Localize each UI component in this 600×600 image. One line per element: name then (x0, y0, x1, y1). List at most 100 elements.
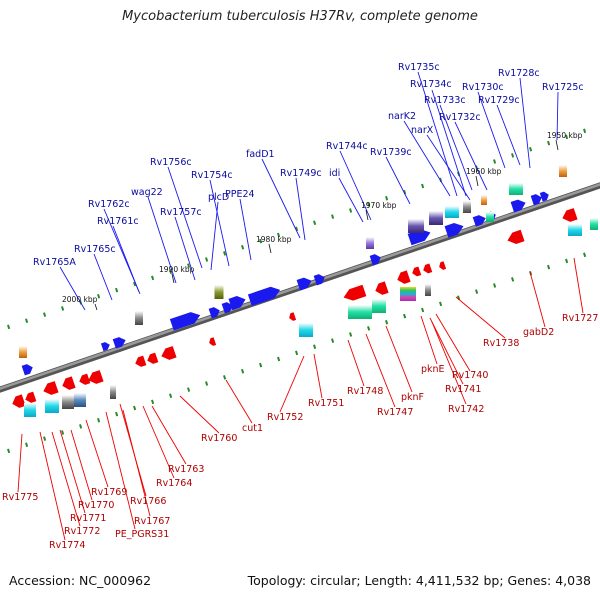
plus-strand-gene (296, 277, 312, 291)
tick-mark (511, 277, 515, 282)
gene-label-bottom: PE_PGRS31 (115, 529, 169, 540)
plus-strand-gene (247, 286, 281, 306)
plus-strand-gene (369, 254, 381, 266)
gene-feature-box (509, 183, 523, 195)
gene-feature-box (408, 219, 424, 233)
gene-feature-box (348, 305, 372, 319)
tick-mark (421, 307, 425, 313)
gene-label-bottom: Rv1752 (267, 412, 303, 423)
gene-label-top: Rv1762c (88, 199, 130, 210)
gene-label-bottom: Rv1775 (2, 492, 38, 503)
gene-label-bottom: Rv1742 (448, 404, 484, 415)
minus-strand-gene (147, 352, 159, 364)
label-connector (403, 120, 451, 197)
gene-label-bottom: Rv1772 (64, 526, 100, 537)
tick-mark (43, 436, 47, 441)
gene-label-top: narK2 (388, 111, 416, 122)
label-connector (59, 266, 86, 311)
tick-mark (349, 332, 353, 337)
label-connector (338, 177, 364, 223)
kbp-marker: 1950 kbp (547, 131, 583, 140)
gene-feature-box (559, 165, 567, 177)
tick-mark (169, 269, 173, 275)
plus-strand-gene (407, 229, 431, 246)
label-connector (529, 271, 546, 328)
gene-label-top: Rv1733c (424, 95, 466, 106)
label-connector (279, 355, 305, 413)
minus-strand-gene (88, 370, 104, 384)
gene-label-bottom: Rv1766 (130, 496, 166, 507)
accession-text: Accession: NC_000962 (9, 573, 152, 588)
label-connector (112, 225, 140, 293)
gene-label-bottom: pknE (421, 364, 445, 375)
plus-strand-gene (539, 191, 549, 202)
kbp-marker: 2000 kbp (62, 295, 98, 304)
label-connector (85, 419, 109, 488)
label-connector (519, 77, 531, 169)
gene-label-top: Rv1732c (439, 112, 481, 123)
gene-label-top: fadD1 (246, 149, 275, 160)
tick-mark (313, 344, 317, 350)
label-connector (313, 353, 323, 399)
minus-strand-gene (12, 394, 26, 408)
gene-label-bottom: Rv1770 (78, 500, 114, 511)
tick-mark (475, 289, 479, 294)
tick-mark (421, 183, 425, 189)
gene-label-top: Rv1734c (410, 79, 452, 90)
label-connector (454, 121, 488, 191)
label-connector (51, 431, 81, 527)
label-connector (239, 198, 252, 261)
tick-mark (493, 159, 497, 164)
plus-strand-gene (228, 296, 246, 311)
gene-label-top: narX (411, 125, 434, 136)
tick-mark (313, 220, 317, 226)
plus-strand-gene (313, 274, 325, 286)
gene-label-bottom: Rv1727 (562, 313, 598, 324)
label-connector (431, 321, 467, 405)
label-connector (385, 156, 411, 205)
tick-mark (205, 257, 209, 262)
diagram-title: Mycobacterium tuberculosis H37Rv, comple… (122, 9, 478, 24)
plus-strand-gene (169, 312, 201, 331)
label-connector (39, 431, 66, 541)
tick-mark (187, 387, 191, 392)
tick-mark (205, 381, 209, 386)
gene-label-top: Rv1757c (160, 207, 202, 218)
tick-mark (25, 318, 29, 324)
plus-strand-gene (510, 199, 526, 213)
minus-strand-gene (507, 229, 525, 244)
gene-label-bottom: Rv1771 (70, 513, 106, 524)
label-connector (477, 91, 506, 169)
gene-label-bottom: Rv1747 (377, 407, 413, 418)
gene-label-top: Rv1729c (478, 95, 520, 106)
label-connector (93, 253, 113, 301)
plus-strand-gene (221, 302, 233, 314)
kbp-marker: 1990 kbp (159, 265, 195, 274)
gene-label-bottom: Rv1763 (168, 464, 204, 475)
gene-feature-box (568, 224, 582, 236)
tick-mark (295, 350, 299, 356)
label-connector (70, 429, 93, 501)
label-connector (122, 409, 151, 517)
minus-strand-gene (397, 270, 411, 284)
gene-feature-box (19, 346, 27, 358)
gene-label-bottom: Rv1751 (308, 398, 344, 409)
gene-label-bottom: Rv1741 (445, 384, 481, 395)
plus-strand-gene (472, 215, 486, 227)
gene-label-bottom: gabD2 (523, 327, 554, 338)
plus-strand-gene (21, 364, 33, 376)
label-connector (496, 104, 521, 166)
label-connector (295, 177, 306, 241)
gene-feature-box (486, 212, 494, 222)
tick-mark (529, 146, 533, 152)
minus-strand-gene (161, 346, 177, 360)
gene-label-bottom: Rv1774 (49, 540, 85, 551)
gene-label-top: PPE24 (225, 189, 255, 200)
gene-label-top: Rv1765c (74, 244, 116, 255)
tick-mark (61, 430, 65, 435)
label-connector (210, 201, 219, 271)
minus-strand-gene (43, 381, 59, 395)
tick-mark (241, 244, 245, 250)
tick-mark (511, 153, 515, 158)
label-connector (417, 71, 458, 197)
